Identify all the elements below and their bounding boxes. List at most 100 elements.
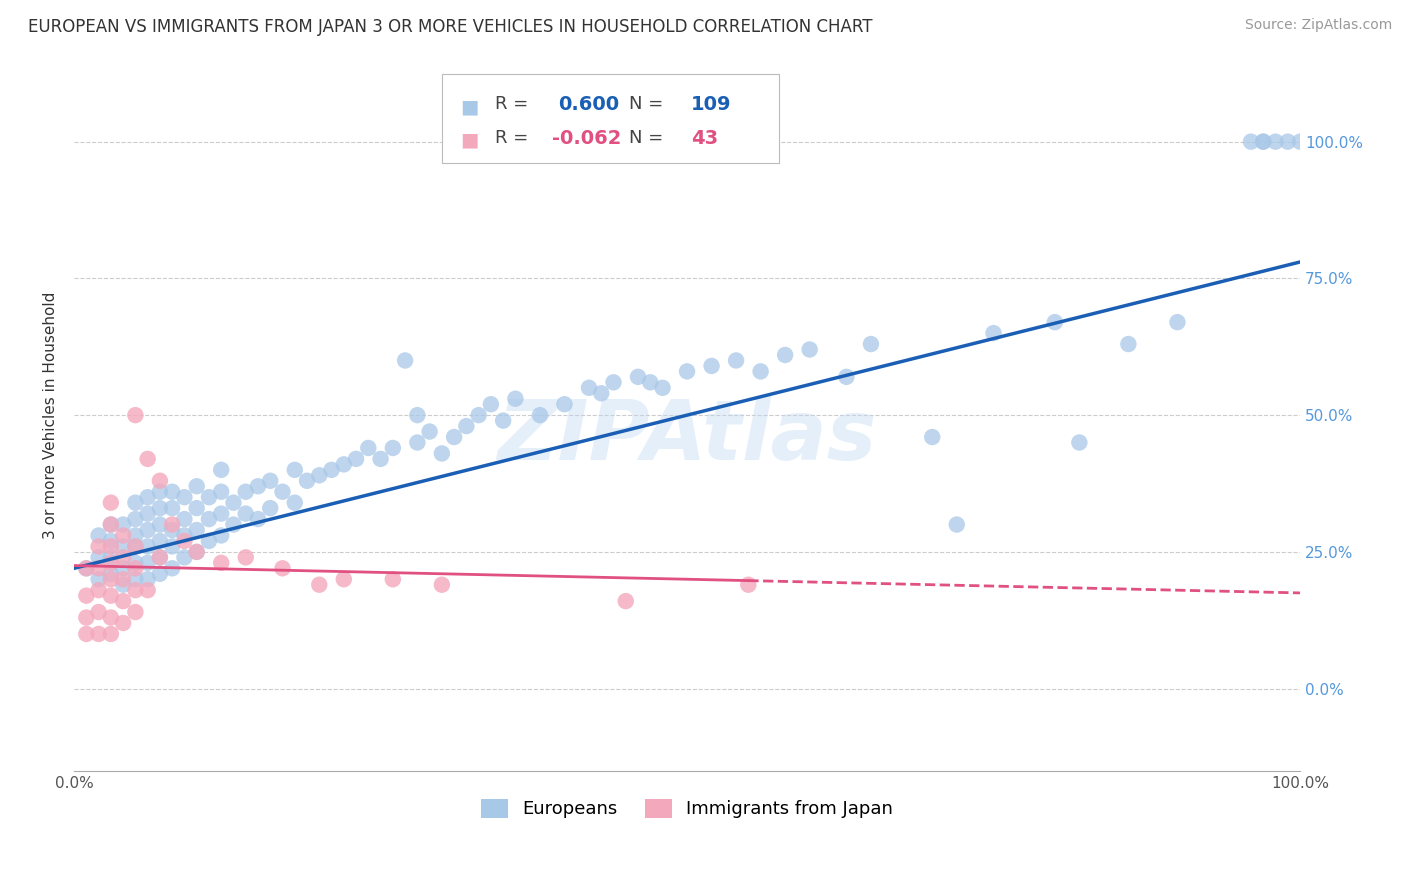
Text: ■: ■ bbox=[460, 97, 478, 116]
Point bbox=[700, 359, 723, 373]
Point bbox=[124, 408, 146, 422]
Point bbox=[100, 533, 122, 548]
Point bbox=[149, 501, 172, 516]
Text: 43: 43 bbox=[690, 128, 718, 147]
Point bbox=[209, 484, 232, 499]
Point bbox=[394, 353, 416, 368]
Point bbox=[87, 583, 110, 598]
Point bbox=[259, 474, 281, 488]
Point bbox=[149, 533, 172, 548]
Point bbox=[1118, 337, 1140, 351]
Point bbox=[614, 594, 637, 608]
Point bbox=[160, 540, 183, 554]
Point bbox=[271, 561, 294, 575]
Point bbox=[124, 496, 146, 510]
Point bbox=[222, 496, 245, 510]
Point bbox=[87, 528, 110, 542]
Point bbox=[443, 430, 465, 444]
Point bbox=[100, 517, 122, 532]
Point bbox=[1251, 135, 1274, 149]
Point bbox=[578, 381, 600, 395]
Point bbox=[100, 610, 122, 624]
Point bbox=[87, 572, 110, 586]
Point bbox=[1240, 135, 1263, 149]
Point bbox=[87, 627, 110, 641]
Point bbox=[1043, 315, 1066, 329]
Point bbox=[344, 451, 367, 466]
Point bbox=[1289, 135, 1312, 149]
Point bbox=[308, 468, 330, 483]
Point bbox=[160, 517, 183, 532]
Point bbox=[100, 540, 122, 554]
Text: 109: 109 bbox=[690, 95, 731, 114]
Point bbox=[100, 572, 122, 586]
Point bbox=[859, 337, 882, 351]
Point bbox=[186, 501, 208, 516]
Point bbox=[419, 425, 441, 439]
Point bbox=[529, 408, 551, 422]
Point bbox=[136, 583, 159, 598]
Point bbox=[124, 528, 146, 542]
Point bbox=[112, 528, 135, 542]
Point bbox=[235, 484, 257, 499]
Point bbox=[295, 474, 318, 488]
Point bbox=[136, 507, 159, 521]
Point bbox=[112, 517, 135, 532]
Point bbox=[406, 435, 429, 450]
Point bbox=[1069, 435, 1091, 450]
Point bbox=[381, 441, 404, 455]
Point bbox=[124, 583, 146, 598]
Point bbox=[75, 561, 97, 575]
Point bbox=[921, 430, 943, 444]
Point bbox=[124, 561, 146, 575]
Point bbox=[75, 589, 97, 603]
Point bbox=[1251, 135, 1274, 149]
Point bbox=[430, 578, 453, 592]
Point bbox=[553, 397, 575, 411]
Point bbox=[983, 326, 1005, 340]
Legend: Europeans, Immigrants from Japan: Europeans, Immigrants from Japan bbox=[474, 792, 900, 826]
Point bbox=[186, 545, 208, 559]
Point bbox=[160, 501, 183, 516]
Point bbox=[430, 446, 453, 460]
Point bbox=[321, 463, 343, 477]
Point bbox=[749, 364, 772, 378]
Point bbox=[370, 451, 392, 466]
Point bbox=[124, 605, 146, 619]
Point bbox=[284, 463, 307, 477]
Point bbox=[235, 550, 257, 565]
Point bbox=[87, 605, 110, 619]
Point bbox=[75, 561, 97, 575]
Point bbox=[1166, 315, 1188, 329]
Point bbox=[259, 501, 281, 516]
Point bbox=[284, 496, 307, 510]
Point bbox=[87, 550, 110, 565]
Point bbox=[173, 512, 195, 526]
Point bbox=[160, 484, 183, 499]
Point bbox=[1277, 135, 1299, 149]
Point bbox=[186, 545, 208, 559]
Point bbox=[124, 540, 146, 554]
Point bbox=[773, 348, 796, 362]
Text: ZIPAtlas: ZIPAtlas bbox=[498, 396, 877, 477]
Point bbox=[492, 414, 515, 428]
Point bbox=[124, 540, 146, 554]
Point bbox=[100, 556, 122, 570]
Point bbox=[676, 364, 699, 378]
Point bbox=[173, 550, 195, 565]
Point bbox=[198, 512, 221, 526]
Point bbox=[87, 561, 110, 575]
Point bbox=[333, 572, 356, 586]
Text: N =: N = bbox=[630, 128, 669, 146]
Point bbox=[1264, 135, 1286, 149]
Point bbox=[209, 507, 232, 521]
Point bbox=[112, 540, 135, 554]
Point bbox=[149, 566, 172, 581]
Point bbox=[737, 578, 759, 592]
Text: Source: ZipAtlas.com: Source: ZipAtlas.com bbox=[1244, 18, 1392, 32]
Point bbox=[112, 578, 135, 592]
Text: R =: R = bbox=[495, 128, 534, 146]
Point bbox=[124, 556, 146, 570]
Point bbox=[640, 376, 662, 390]
Point bbox=[209, 463, 232, 477]
